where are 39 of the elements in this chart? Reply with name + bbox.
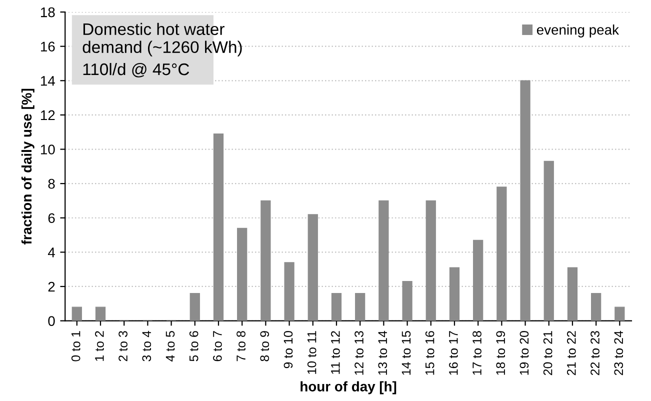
x-tick-label: 8 to 9: [260, 331, 270, 362]
x-tick-label: 1 to 2: [95, 331, 104, 361]
x-tick-label: 20 to 21: [543, 331, 552, 376]
x-tick-label: 22 to 23: [590, 331, 600, 376]
x-tick-label: 23 to 24: [614, 330, 624, 376]
x-tick-label: 14 to 15: [402, 331, 411, 375]
y-tick-label: 12: [40, 110, 55, 120]
x-tick-label: 7 to 8: [236, 331, 246, 362]
y-tick-label: 10: [40, 144, 55, 154]
x-tick-label: 19 to 20: [520, 331, 529, 375]
x-tick-label: 17 to 18: [472, 331, 482, 375]
x-tick-label: 13 to 14: [378, 330, 388, 375]
x-tick-label: 16 to 17: [448, 331, 458, 375]
x-tick-label: 5 to 6: [189, 331, 198, 362]
x-axis-title: hour of day [h]: [300, 381, 396, 394]
y-axis-title: fraction of daily use [%]: [21, 88, 34, 244]
y-tick-label: 2: [48, 282, 55, 292]
y-tick-label: 4: [48, 248, 55, 258]
y-tick-label: 8: [48, 178, 55, 189]
x-tick-label: 10 to 11: [307, 331, 316, 374]
x-tick-label: 0 to 1: [71, 331, 80, 362]
annotation: 110l/d @ 45°C: [83, 62, 190, 78]
annotation: Domestic hot water demand (~1260 kWh): [82, 22, 242, 56]
x-tick-label: 9 to 10: [284, 331, 293, 368]
y-tick-label: 14: [40, 76, 55, 86]
y-tick-label: 18: [40, 7, 55, 18]
y-tick-label: 16: [40, 42, 55, 52]
legend-label: evening peak: [536, 24, 619, 38]
y-tick-label: 6: [48, 213, 55, 224]
x-tick-label: 18 to 19: [496, 331, 506, 375]
x-tick-label: 2 to 3: [118, 331, 128, 362]
x-tick-label: 3 to 4: [142, 330, 152, 362]
x-tick-label: 6 to 7: [212, 331, 222, 362]
x-tick-label: 12 to 13: [354, 331, 364, 375]
x-tick-label: 11 to 12: [330, 331, 340, 374]
y-tick-label: 0: [48, 316, 55, 326]
x-tick-label: 15 to 16: [425, 331, 434, 375]
x-tick-label: 4 to 5: [166, 331, 175, 362]
x-tick-label: 21 to 22: [566, 331, 576, 376]
